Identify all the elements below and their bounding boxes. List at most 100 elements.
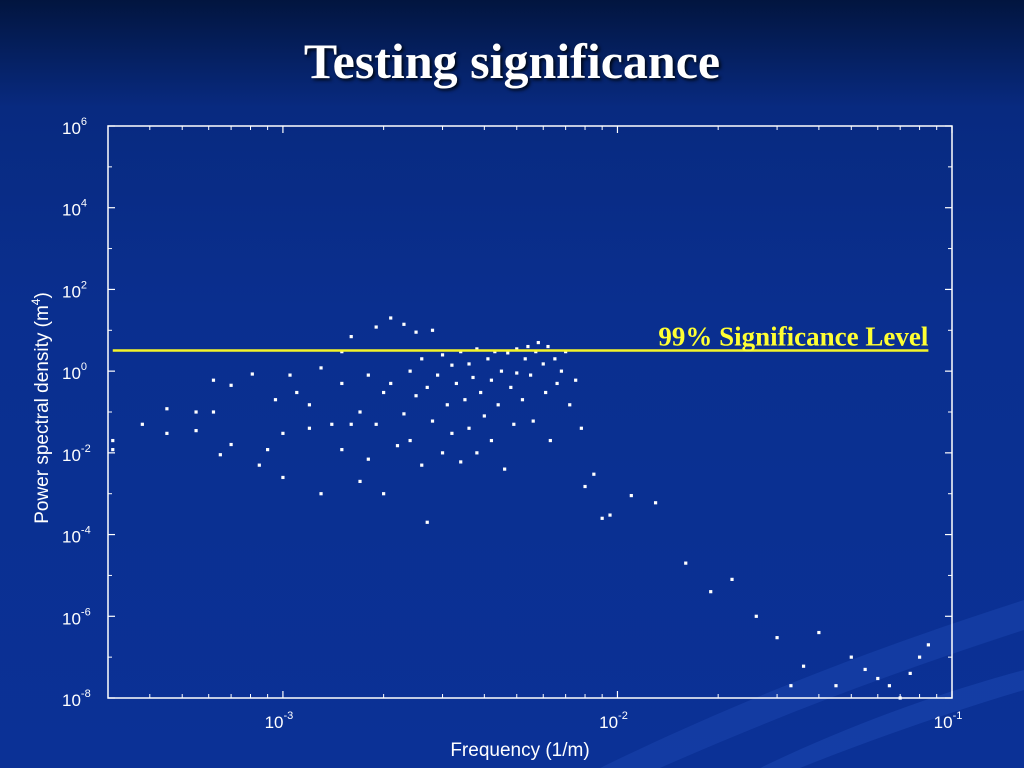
data-point xyxy=(366,373,370,377)
y-tick-label: 104 xyxy=(62,198,87,220)
data-point xyxy=(523,357,527,361)
data-point xyxy=(509,385,513,390)
data-point xyxy=(568,403,572,407)
data-point xyxy=(917,655,922,659)
data-point xyxy=(374,422,378,426)
data-point xyxy=(592,472,596,476)
data-point xyxy=(194,429,198,433)
data-point xyxy=(420,357,424,361)
data-point xyxy=(374,325,378,329)
data-point xyxy=(496,403,500,407)
data-point xyxy=(467,362,471,366)
data-point xyxy=(366,457,370,461)
data-point xyxy=(475,347,479,351)
data-point xyxy=(600,516,604,520)
data-point xyxy=(420,463,424,467)
data-point xyxy=(430,419,435,423)
y-axis-label: Power spectral density (m4) xyxy=(29,292,53,524)
data-point xyxy=(608,513,612,517)
data-point xyxy=(349,422,353,426)
data-point xyxy=(382,492,386,496)
data-point xyxy=(281,475,285,480)
data-point xyxy=(479,390,483,395)
data-point xyxy=(801,664,806,668)
data-point xyxy=(898,696,902,700)
data-point xyxy=(408,369,412,373)
data-point xyxy=(330,422,334,426)
data-point xyxy=(340,381,344,386)
data-point xyxy=(140,422,144,426)
y-tick-label: 102 xyxy=(62,279,87,301)
data-point xyxy=(463,398,467,402)
data-point xyxy=(876,676,880,681)
data-point xyxy=(414,394,418,398)
data-point xyxy=(515,347,519,351)
data-point xyxy=(546,344,550,349)
data-point xyxy=(834,684,838,688)
data-point xyxy=(408,438,412,443)
data-point xyxy=(425,385,429,390)
data-point xyxy=(257,463,261,467)
data-point xyxy=(789,684,793,688)
data-point xyxy=(754,614,758,618)
data-point xyxy=(515,371,519,375)
data-point xyxy=(165,407,169,411)
data-point xyxy=(218,453,222,457)
data-point xyxy=(319,492,323,496)
data-point xyxy=(425,520,429,524)
x-axis-label: Frequency (1/m) xyxy=(450,740,589,761)
data-point xyxy=(402,412,406,416)
data-point xyxy=(281,431,285,435)
data-point xyxy=(389,381,393,386)
data-point xyxy=(849,655,853,659)
data-point xyxy=(450,431,454,435)
data-point xyxy=(520,398,525,402)
data-point xyxy=(579,426,583,430)
data-point xyxy=(684,561,688,565)
data-point xyxy=(475,451,479,455)
data-point xyxy=(229,383,233,387)
data-point xyxy=(548,438,552,443)
data-point xyxy=(499,369,504,373)
data-point xyxy=(482,414,486,418)
x-tick-label: 10-3 xyxy=(265,710,294,732)
data-point xyxy=(266,448,270,452)
data-point xyxy=(459,460,463,464)
data-point xyxy=(295,390,299,395)
data-point xyxy=(229,442,233,447)
data-point xyxy=(211,410,216,414)
data-point xyxy=(489,438,494,443)
data-point xyxy=(440,451,445,455)
data-point xyxy=(358,410,362,414)
data-point xyxy=(775,636,779,640)
data-point xyxy=(908,671,912,676)
y-tick-label: 10-2 xyxy=(62,443,91,465)
data-point xyxy=(503,467,507,471)
data-point xyxy=(450,363,454,367)
data-point xyxy=(414,330,418,334)
data-point xyxy=(211,378,216,382)
data-point xyxy=(382,390,386,395)
data-point xyxy=(250,372,254,376)
data-point xyxy=(454,381,458,386)
data-point xyxy=(358,479,362,484)
data-point xyxy=(340,448,344,452)
data-point xyxy=(629,493,633,498)
data-point xyxy=(430,328,435,332)
data-point xyxy=(111,438,115,443)
y-tick-label: 106 xyxy=(62,116,87,138)
data-point xyxy=(526,344,530,349)
data-point xyxy=(307,403,312,407)
slide-title: Testing significance xyxy=(303,33,721,89)
x-tick-label: 10-1 xyxy=(934,710,963,732)
data-point xyxy=(194,410,198,414)
data-point xyxy=(288,373,292,377)
data-point xyxy=(863,667,867,672)
y-tick-label: 10-6 xyxy=(62,606,91,628)
data-point xyxy=(653,501,658,505)
data-point xyxy=(529,373,533,377)
y-tick-label: 10-4 xyxy=(62,525,91,547)
data-point xyxy=(730,577,734,581)
y-tick-label: 10-8 xyxy=(62,688,91,710)
